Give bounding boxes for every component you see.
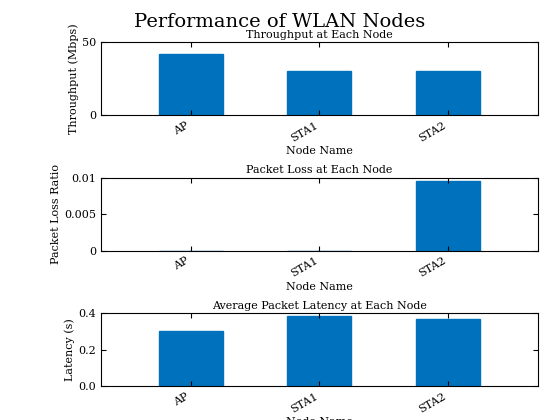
X-axis label: Node Name: Node Name <box>286 282 353 292</box>
Bar <box>416 319 480 386</box>
Bar <box>287 316 351 386</box>
Bar <box>287 71 351 115</box>
Title: Average Packet Latency at Each Node: Average Packet Latency at Each Node <box>212 301 427 311</box>
Title: Packet Loss at Each Node: Packet Loss at Each Node <box>246 165 393 176</box>
Text: Performance of WLAN Nodes: Performance of WLAN Nodes <box>134 13 426 31</box>
Y-axis label: Packet Loss Ratio: Packet Loss Ratio <box>51 164 61 264</box>
X-axis label: Node Name: Node Name <box>286 146 353 156</box>
Y-axis label: Throughput (Mbps): Throughput (Mbps) <box>68 24 79 134</box>
Title: Throughput at Each Node: Throughput at Each Node <box>246 30 393 40</box>
X-axis label: Node Name: Node Name <box>286 417 353 420</box>
Bar <box>416 71 480 115</box>
Y-axis label: Latency (s): Latency (s) <box>65 318 76 381</box>
Bar <box>158 54 223 115</box>
Bar <box>416 181 480 251</box>
Bar <box>158 331 223 386</box>
